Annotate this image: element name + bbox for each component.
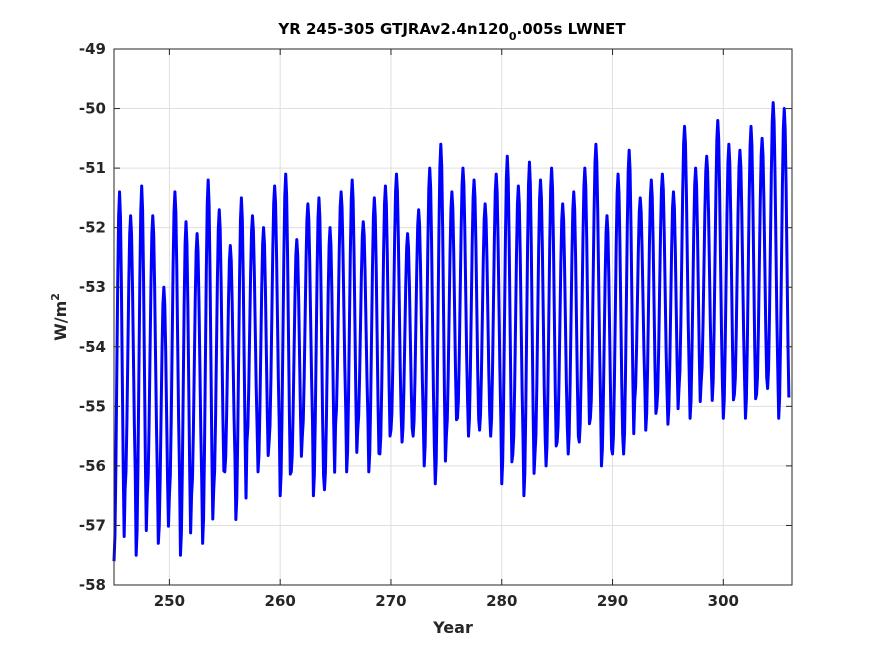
y-tick-label: -55 (79, 397, 106, 415)
y-tick-label: -57 (79, 516, 106, 534)
series-line (112, 101, 791, 562)
y-tick-label: -52 (79, 219, 106, 237)
y-tick-label: -56 (79, 457, 106, 475)
y-tick-label: -51 (79, 159, 106, 177)
y-tick-label: -54 (79, 338, 106, 356)
y-tick-label: -50 (79, 100, 106, 118)
x-tick-label: 250 (154, 592, 185, 610)
x-tick-label: 290 (597, 592, 628, 610)
chart-title-subscript: 0 (509, 30, 517, 43)
chart-title: YR 245-305 GTJRAv2.4n1200.005s LWNET (277, 20, 626, 43)
x-tick-label: 300 (708, 592, 739, 610)
x-tick-label: 280 (486, 592, 517, 610)
y-tick-label: -49 (79, 40, 106, 58)
axis-ticks: 250 260 270 280 290 300 -58 -57 -56 -55 -54 -53 -52 -… (79, 40, 792, 610)
series-path-lwnet (112, 101, 791, 562)
x-tick-label: 260 (265, 592, 296, 610)
y-axis-label: W/m2 (49, 293, 70, 341)
y-tick-label: -58 (79, 576, 106, 594)
x-tick-label: 270 (375, 592, 406, 610)
x-axis-label: Year (432, 618, 473, 637)
y-tick-label: -53 (79, 278, 106, 296)
y-axis-label-superscript: 2 (49, 293, 62, 301)
plot-frame (113, 48, 793, 586)
